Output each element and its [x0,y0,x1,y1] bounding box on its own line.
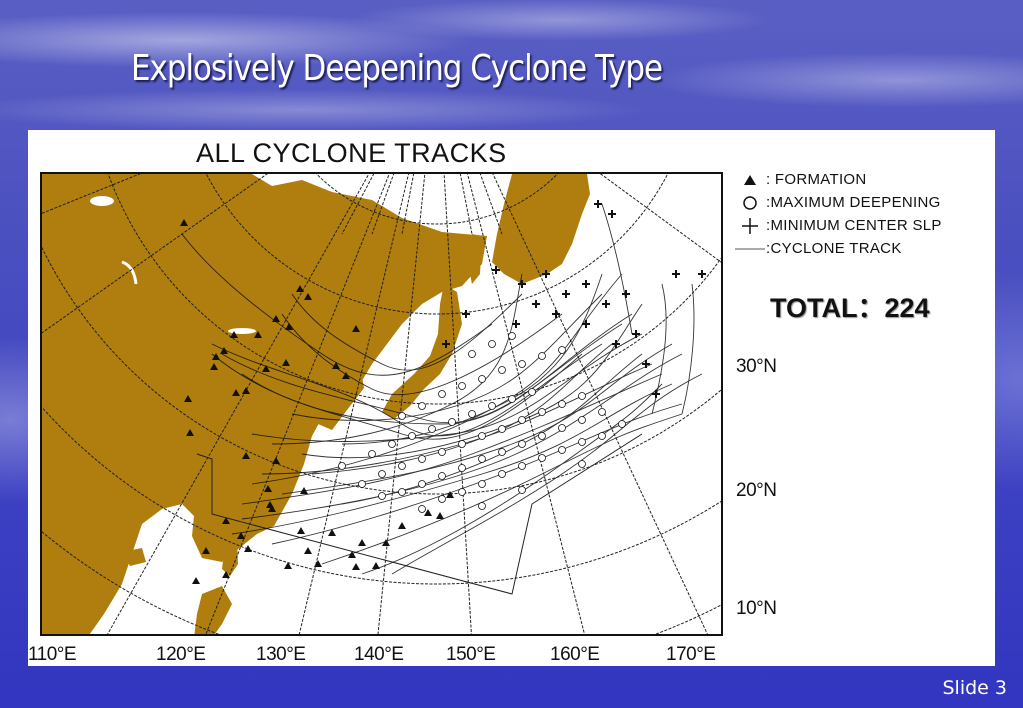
slide-title: Explosively Deepening Cyclone Type [131,48,663,89]
max-deepening-markers [338,332,626,513]
lat-label-30N: 30°N [736,356,777,377]
lon-label-110E: 110°E [28,644,77,665]
min-slp-markers [442,200,706,398]
lon-label-140E: 140°E [354,644,404,665]
lon-label-150E: 150°E [446,644,496,665]
lon-label-170E: 170°E [666,644,716,665]
total-count: TOTAL：224 [770,293,930,323]
cyclone-track-map [40,172,723,636]
figure-panel: ALL CYCLONE TRACKS [28,130,995,666]
circle-open-icon [734,195,766,211]
legend-formation: : FORMATION [734,168,942,191]
lon-label-120E: 120°E [156,644,206,665]
line-icon [734,247,766,251]
map-legend: : FORMATION :MAXIMUM DEEPENING :MINIMUM … [734,168,942,260]
legend-max-deepening: :MAXIMUM DEEPENING [734,191,942,214]
slide-number: Slide 3 [942,677,1008,699]
plus-icon [734,217,766,235]
land-masses [42,174,590,634]
triangle-filled-icon [734,174,766,186]
formation-markers [180,219,454,584]
lon-label-130E: 130°E [256,644,306,665]
legend-min-slp: :MINIMUM CENTER SLP [734,214,942,237]
legend-cyclone-track: :CYCLONE TRACK [734,237,942,260]
lat-label-20N: 20°N [736,480,777,501]
lat-label-10N: 10°N [736,598,777,619]
lon-label-160E: 160°E [550,644,600,665]
chart-title: ALL CYCLONE TRACKS [196,138,507,168]
